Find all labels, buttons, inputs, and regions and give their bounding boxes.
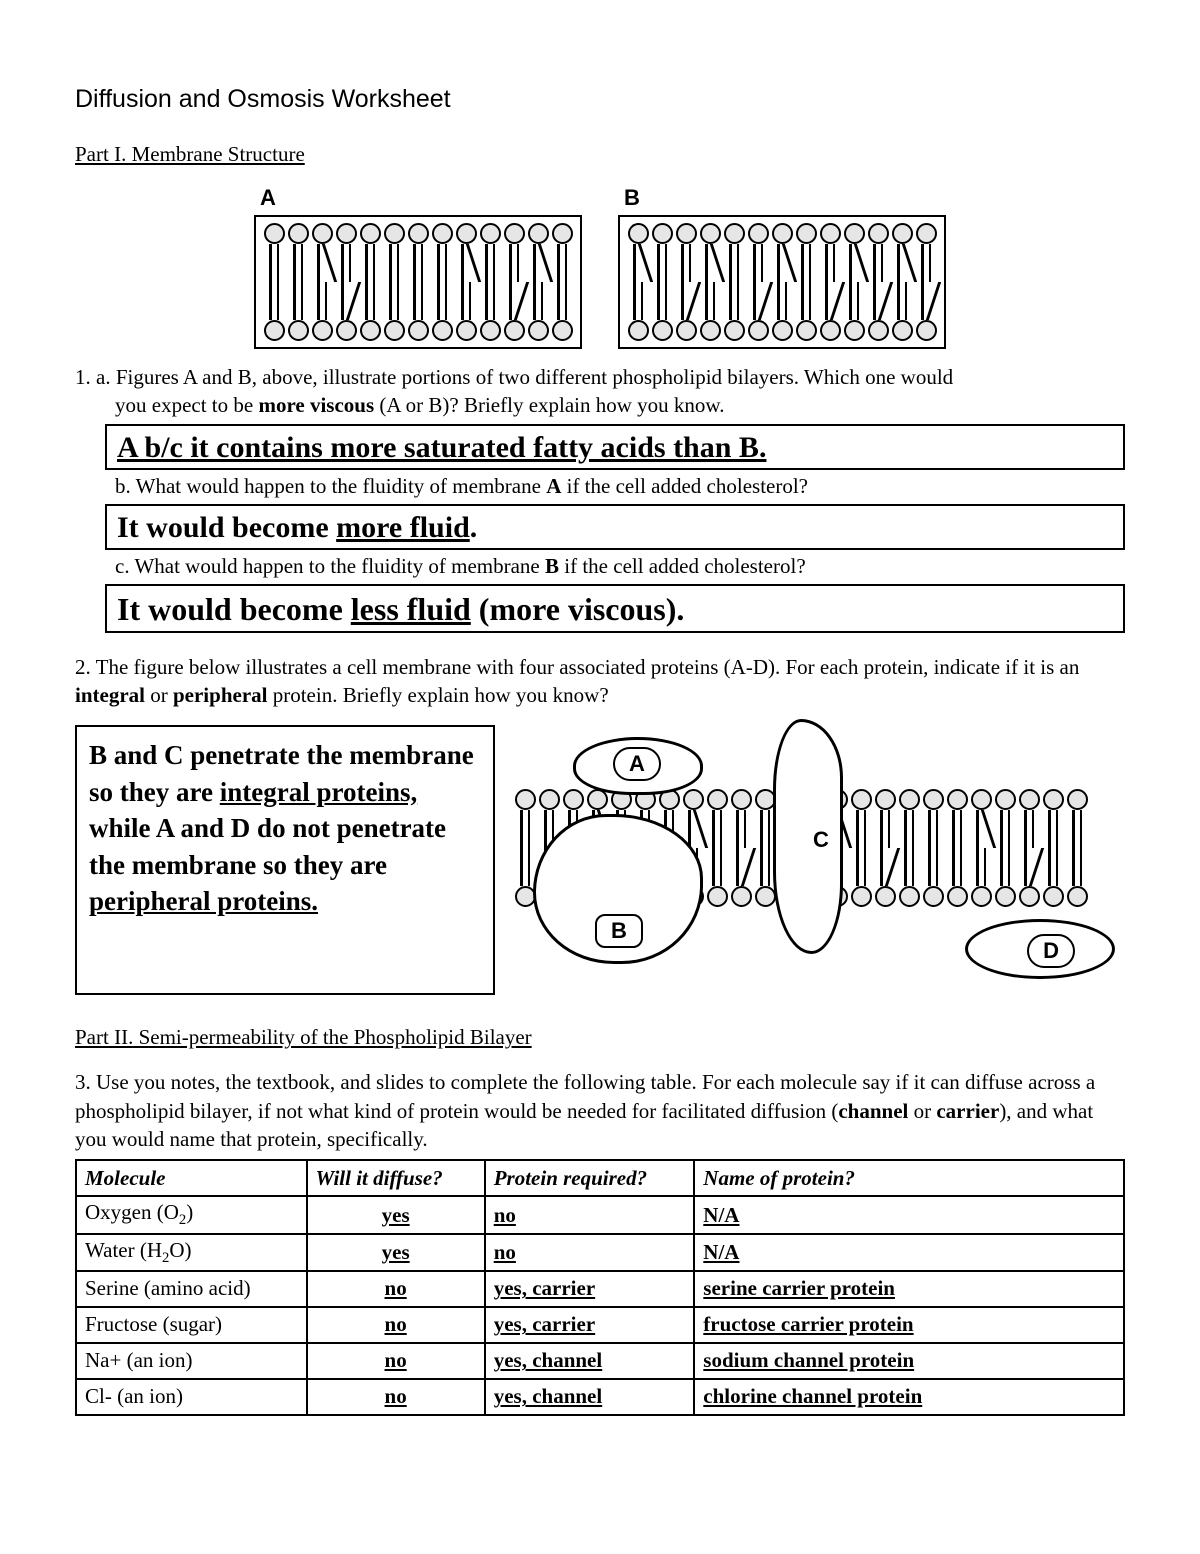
cell-molecule: Oxygen (O2) [76, 1196, 307, 1233]
q1c-text: c. What would happen to the fluidity of … [75, 552, 1125, 580]
answer-1a: A b/c it contains more saturated fatty a… [105, 424, 1125, 470]
table-row: Fructose (sugar)noyes, carrierfructose c… [76, 1307, 1124, 1343]
part1-header: Part I. Membrane Structure [75, 142, 1125, 167]
answer-1c: It would become less fluid (more viscous… [105, 584, 1125, 632]
q2-diagram: A B C D [513, 719, 1125, 1004]
cell-diffuse: no [307, 1379, 485, 1415]
part2-header: Part II. Semi-permeability of the Phosph… [75, 1025, 1125, 1050]
table-row: Cl- (an ion)noyes, channelchlorine chann… [76, 1379, 1124, 1415]
table-row: Oxygen (O2)yesnoN/A [76, 1196, 1124, 1233]
figures-ab: A B [75, 185, 1125, 349]
q1b-text: b. What would happen to the fluidity of … [75, 472, 1125, 500]
cell-protein: no [485, 1234, 695, 1271]
q1a-line2: you expect to be more viscous (A or B)? … [75, 391, 1125, 419]
protein-d-label: D [1027, 934, 1075, 968]
molecule-table: Molecule Will it diffuse? Protein requir… [75, 1159, 1125, 1415]
q2-row: B and C penetrate the membrane so they a… [75, 719, 1125, 1007]
cell-protein: yes, channel [485, 1379, 695, 1415]
cell-diffuse: no [307, 1307, 485, 1343]
cell-molecule: Na+ (an ion) [76, 1343, 307, 1379]
membrane-b-box [618, 215, 946, 349]
cell-protein: no [485, 1196, 695, 1233]
membrane-a-box [254, 215, 582, 349]
page-title: Diffusion and Osmosis Worksheet [75, 85, 1125, 114]
q2-text: 2. The figure below illustrates a cell m… [75, 653, 1125, 710]
cell-diffuse: no [307, 1271, 485, 1307]
protein-b-label: B [595, 914, 643, 948]
cell-name: N/A [694, 1196, 1124, 1233]
cell-molecule: Serine (amino acid) [76, 1271, 307, 1307]
th-diffuse: Will it diffuse? [307, 1160, 485, 1196]
cell-protein: yes, carrier [485, 1307, 695, 1343]
cell-name: chlorine channel protein [694, 1379, 1124, 1415]
cell-molecule: Water (H2O) [76, 1234, 307, 1271]
figure-b-label: B [624, 185, 946, 211]
figure-b: B [618, 185, 946, 349]
cell-diffuse: yes [307, 1234, 485, 1271]
cell-name: N/A [694, 1234, 1124, 1271]
answer-1a-text: A b/c it contains more saturated fatty a… [117, 431, 766, 464]
cell-protein: yes, carrier [485, 1271, 695, 1307]
q1a-line1: 1. a. Figures A and B, above, illustrate… [75, 365, 953, 389]
answer-1b: It would become more fluid. [105, 504, 1125, 550]
cell-molecule: Fructose (sugar) [76, 1307, 307, 1343]
cell-name: serine carrier protein [694, 1271, 1124, 1307]
cell-name: sodium channel protein [694, 1343, 1124, 1379]
cell-diffuse: no [307, 1343, 485, 1379]
figure-a: A [254, 185, 582, 349]
cell-name: fructose carrier protein [694, 1307, 1124, 1343]
q3-text: 3. Use you notes, the textbook, and slid… [75, 1068, 1125, 1153]
protein-c-label: C [813, 827, 829, 853]
th-protein: Protein required? [485, 1160, 695, 1196]
th-molecule: Molecule [76, 1160, 307, 1196]
figure-a-label: A [260, 185, 582, 211]
answer-2: B and C penetrate the membrane so they a… [75, 725, 495, 995]
table-row: Water (H2O)yesnoN/A [76, 1234, 1124, 1271]
cell-protein: yes, channel [485, 1343, 695, 1379]
table-header-row: Molecule Will it diffuse? Protein requir… [76, 1160, 1124, 1196]
protein-a-label: A [613, 747, 661, 781]
table-row: Na+ (an ion)noyes, channelsodium channel… [76, 1343, 1124, 1379]
table-row: Serine (amino acid)noyes, carrierserine … [76, 1271, 1124, 1307]
q1a-text: 1. a. Figures A and B, above, illustrate… [75, 363, 1125, 420]
cell-molecule: Cl- (an ion) [76, 1379, 307, 1415]
th-name: Name of protein? [694, 1160, 1124, 1196]
cell-diffuse: yes [307, 1196, 485, 1233]
protein-c-shape [773, 719, 843, 954]
